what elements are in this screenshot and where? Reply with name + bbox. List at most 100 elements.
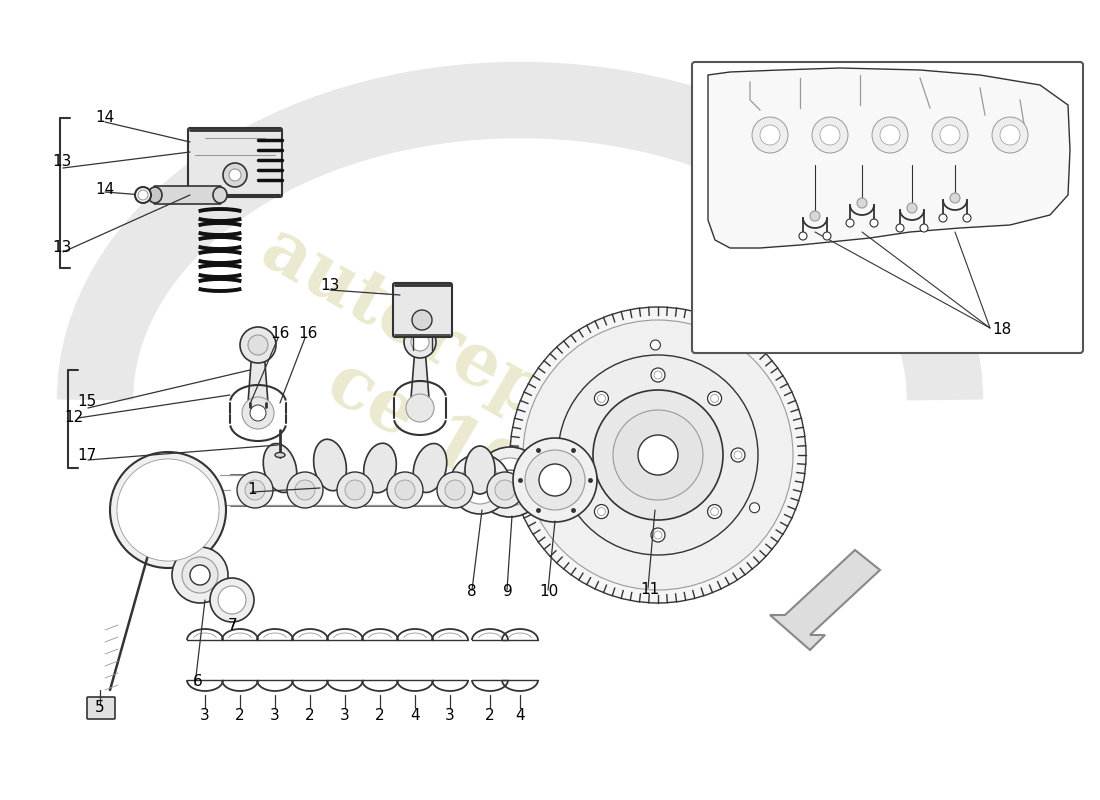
Circle shape bbox=[287, 472, 323, 508]
Text: 11: 11 bbox=[640, 582, 660, 598]
Circle shape bbox=[810, 211, 820, 221]
FancyBboxPatch shape bbox=[188, 128, 282, 197]
Circle shape bbox=[962, 214, 971, 222]
Circle shape bbox=[638, 435, 678, 475]
Circle shape bbox=[920, 224, 928, 232]
Circle shape bbox=[395, 480, 415, 500]
Circle shape bbox=[158, 500, 178, 520]
Circle shape bbox=[870, 219, 878, 227]
Circle shape bbox=[654, 371, 662, 379]
FancyBboxPatch shape bbox=[154, 186, 221, 204]
Circle shape bbox=[404, 326, 436, 358]
Circle shape bbox=[229, 169, 241, 181]
Polygon shape bbox=[708, 68, 1070, 248]
Circle shape bbox=[236, 472, 273, 508]
Polygon shape bbox=[770, 550, 880, 650]
Ellipse shape bbox=[148, 187, 162, 203]
Circle shape bbox=[539, 464, 571, 496]
Text: 4: 4 bbox=[515, 709, 525, 723]
Circle shape bbox=[190, 565, 210, 585]
Ellipse shape bbox=[263, 443, 297, 493]
Circle shape bbox=[823, 232, 830, 240]
Text: 15: 15 bbox=[77, 394, 97, 410]
Circle shape bbox=[799, 232, 807, 240]
Circle shape bbox=[820, 125, 840, 145]
Circle shape bbox=[172, 547, 228, 603]
Text: 3: 3 bbox=[271, 709, 279, 723]
Circle shape bbox=[752, 117, 788, 153]
Circle shape bbox=[446, 480, 465, 500]
Circle shape bbox=[495, 480, 515, 500]
Circle shape bbox=[846, 219, 854, 227]
Text: 13: 13 bbox=[53, 154, 72, 170]
Circle shape bbox=[650, 340, 660, 350]
Circle shape bbox=[559, 507, 569, 518]
Text: 3: 3 bbox=[340, 709, 350, 723]
Circle shape bbox=[571, 448, 585, 462]
Circle shape bbox=[597, 394, 605, 402]
Circle shape bbox=[337, 472, 373, 508]
Text: 6: 6 bbox=[194, 674, 202, 690]
Circle shape bbox=[450, 454, 510, 514]
Circle shape bbox=[932, 117, 968, 153]
Circle shape bbox=[558, 355, 758, 555]
Circle shape bbox=[857, 198, 867, 208]
Circle shape bbox=[525, 450, 585, 510]
Circle shape bbox=[992, 117, 1028, 153]
Circle shape bbox=[295, 480, 315, 500]
Circle shape bbox=[711, 507, 718, 515]
Circle shape bbox=[248, 335, 268, 355]
Circle shape bbox=[486, 458, 534, 506]
Circle shape bbox=[240, 327, 276, 363]
Circle shape bbox=[498, 470, 522, 494]
Circle shape bbox=[110, 452, 226, 568]
Circle shape bbox=[896, 224, 904, 232]
Circle shape bbox=[437, 472, 473, 508]
Circle shape bbox=[242, 397, 274, 429]
Text: 17: 17 bbox=[77, 449, 97, 463]
Circle shape bbox=[711, 394, 718, 402]
Circle shape bbox=[760, 125, 780, 145]
Polygon shape bbox=[248, 350, 268, 403]
Circle shape bbox=[117, 459, 219, 561]
Circle shape bbox=[475, 447, 544, 517]
Circle shape bbox=[487, 472, 522, 508]
Circle shape bbox=[406, 394, 434, 422]
Text: 4: 4 bbox=[410, 709, 420, 723]
Circle shape bbox=[574, 451, 582, 459]
Circle shape bbox=[345, 480, 365, 500]
Text: 5: 5 bbox=[96, 701, 104, 715]
Circle shape bbox=[749, 502, 759, 513]
Text: 10: 10 bbox=[539, 585, 559, 599]
Circle shape bbox=[594, 505, 608, 518]
Text: 9: 9 bbox=[503, 585, 513, 599]
Circle shape bbox=[908, 203, 917, 213]
Circle shape bbox=[218, 586, 246, 614]
Text: 2: 2 bbox=[235, 709, 245, 723]
Ellipse shape bbox=[414, 443, 447, 493]
Ellipse shape bbox=[314, 439, 346, 490]
Circle shape bbox=[707, 391, 722, 406]
Circle shape bbox=[651, 368, 666, 382]
Circle shape bbox=[812, 117, 848, 153]
FancyBboxPatch shape bbox=[87, 697, 116, 719]
Circle shape bbox=[138, 190, 148, 200]
Circle shape bbox=[130, 472, 206, 548]
Text: 2: 2 bbox=[485, 709, 495, 723]
Circle shape bbox=[872, 117, 908, 153]
Circle shape bbox=[148, 490, 188, 530]
Circle shape bbox=[460, 464, 500, 504]
Text: 16: 16 bbox=[271, 326, 289, 341]
Circle shape bbox=[707, 505, 722, 518]
Text: 13: 13 bbox=[53, 241, 72, 255]
Circle shape bbox=[597, 507, 605, 515]
Circle shape bbox=[613, 410, 703, 500]
Circle shape bbox=[136, 478, 200, 542]
Text: 3: 3 bbox=[446, 709, 455, 723]
Circle shape bbox=[940, 125, 960, 145]
Text: 2: 2 bbox=[305, 709, 315, 723]
Circle shape bbox=[210, 578, 254, 622]
Circle shape bbox=[250, 405, 266, 421]
Circle shape bbox=[939, 214, 947, 222]
Circle shape bbox=[510, 307, 806, 603]
